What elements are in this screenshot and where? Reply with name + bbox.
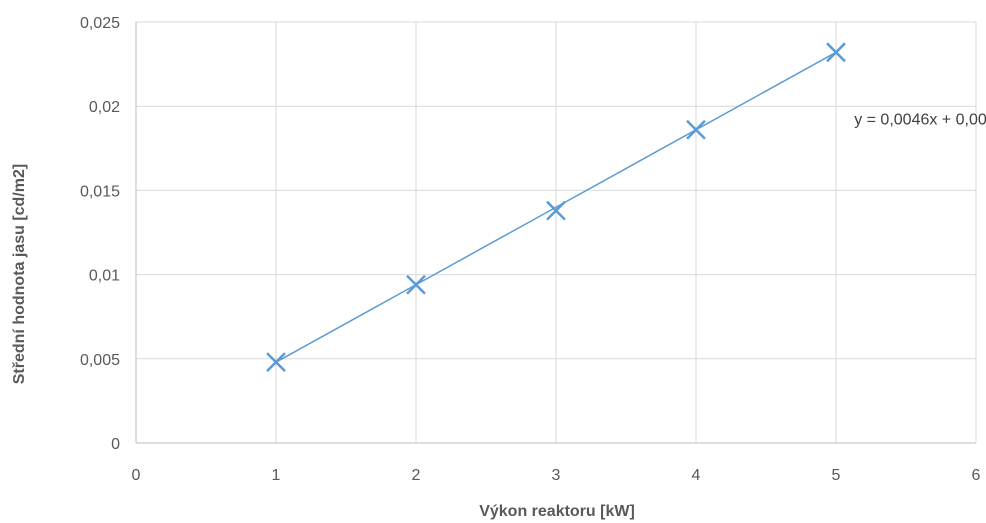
y-tick-label: 0 xyxy=(111,436,120,453)
y-tick-label: 0,015 xyxy=(80,183,120,200)
y-tick-label: 0,025 xyxy=(80,15,120,32)
trendline-equation: y = 0,0046x + 0,0002 xyxy=(854,112,986,129)
y-tick-label: 0,005 xyxy=(80,352,120,369)
data-point xyxy=(546,200,566,221)
annotations: y = 0,0046x + 0,0002 xyxy=(854,112,986,129)
x-tick-label: 2 xyxy=(412,467,421,484)
data-points xyxy=(266,42,846,373)
axes xyxy=(135,22,976,444)
y-tick-label: 0,01 xyxy=(89,268,120,285)
trendline-layer xyxy=(275,51,837,363)
x-tick-label: 5 xyxy=(832,467,841,484)
y-axis-title: Střední hodnota jasu [cd/m2] xyxy=(11,164,28,384)
x-tick-label: 6 xyxy=(972,467,981,484)
x-tick-label: 4 xyxy=(692,467,701,484)
data-point xyxy=(686,119,706,140)
x-tick-label: 0 xyxy=(132,467,141,484)
trendline xyxy=(275,51,837,363)
x-tick-label: 3 xyxy=(552,467,561,484)
tick-labels: 0 0,005 0,01 0,015 0,02 0,025 0 1 2 3 4 5 6 xyxy=(80,15,981,484)
x-tick-label: 1 xyxy=(272,467,281,484)
data-point xyxy=(266,352,286,373)
x-axis-title: Výkon reaktoru [kW] xyxy=(479,503,635,520)
data-point xyxy=(826,42,846,63)
data-point xyxy=(406,274,426,295)
y-tick-label: 0,02 xyxy=(89,99,120,116)
grid-lines xyxy=(136,21,977,443)
